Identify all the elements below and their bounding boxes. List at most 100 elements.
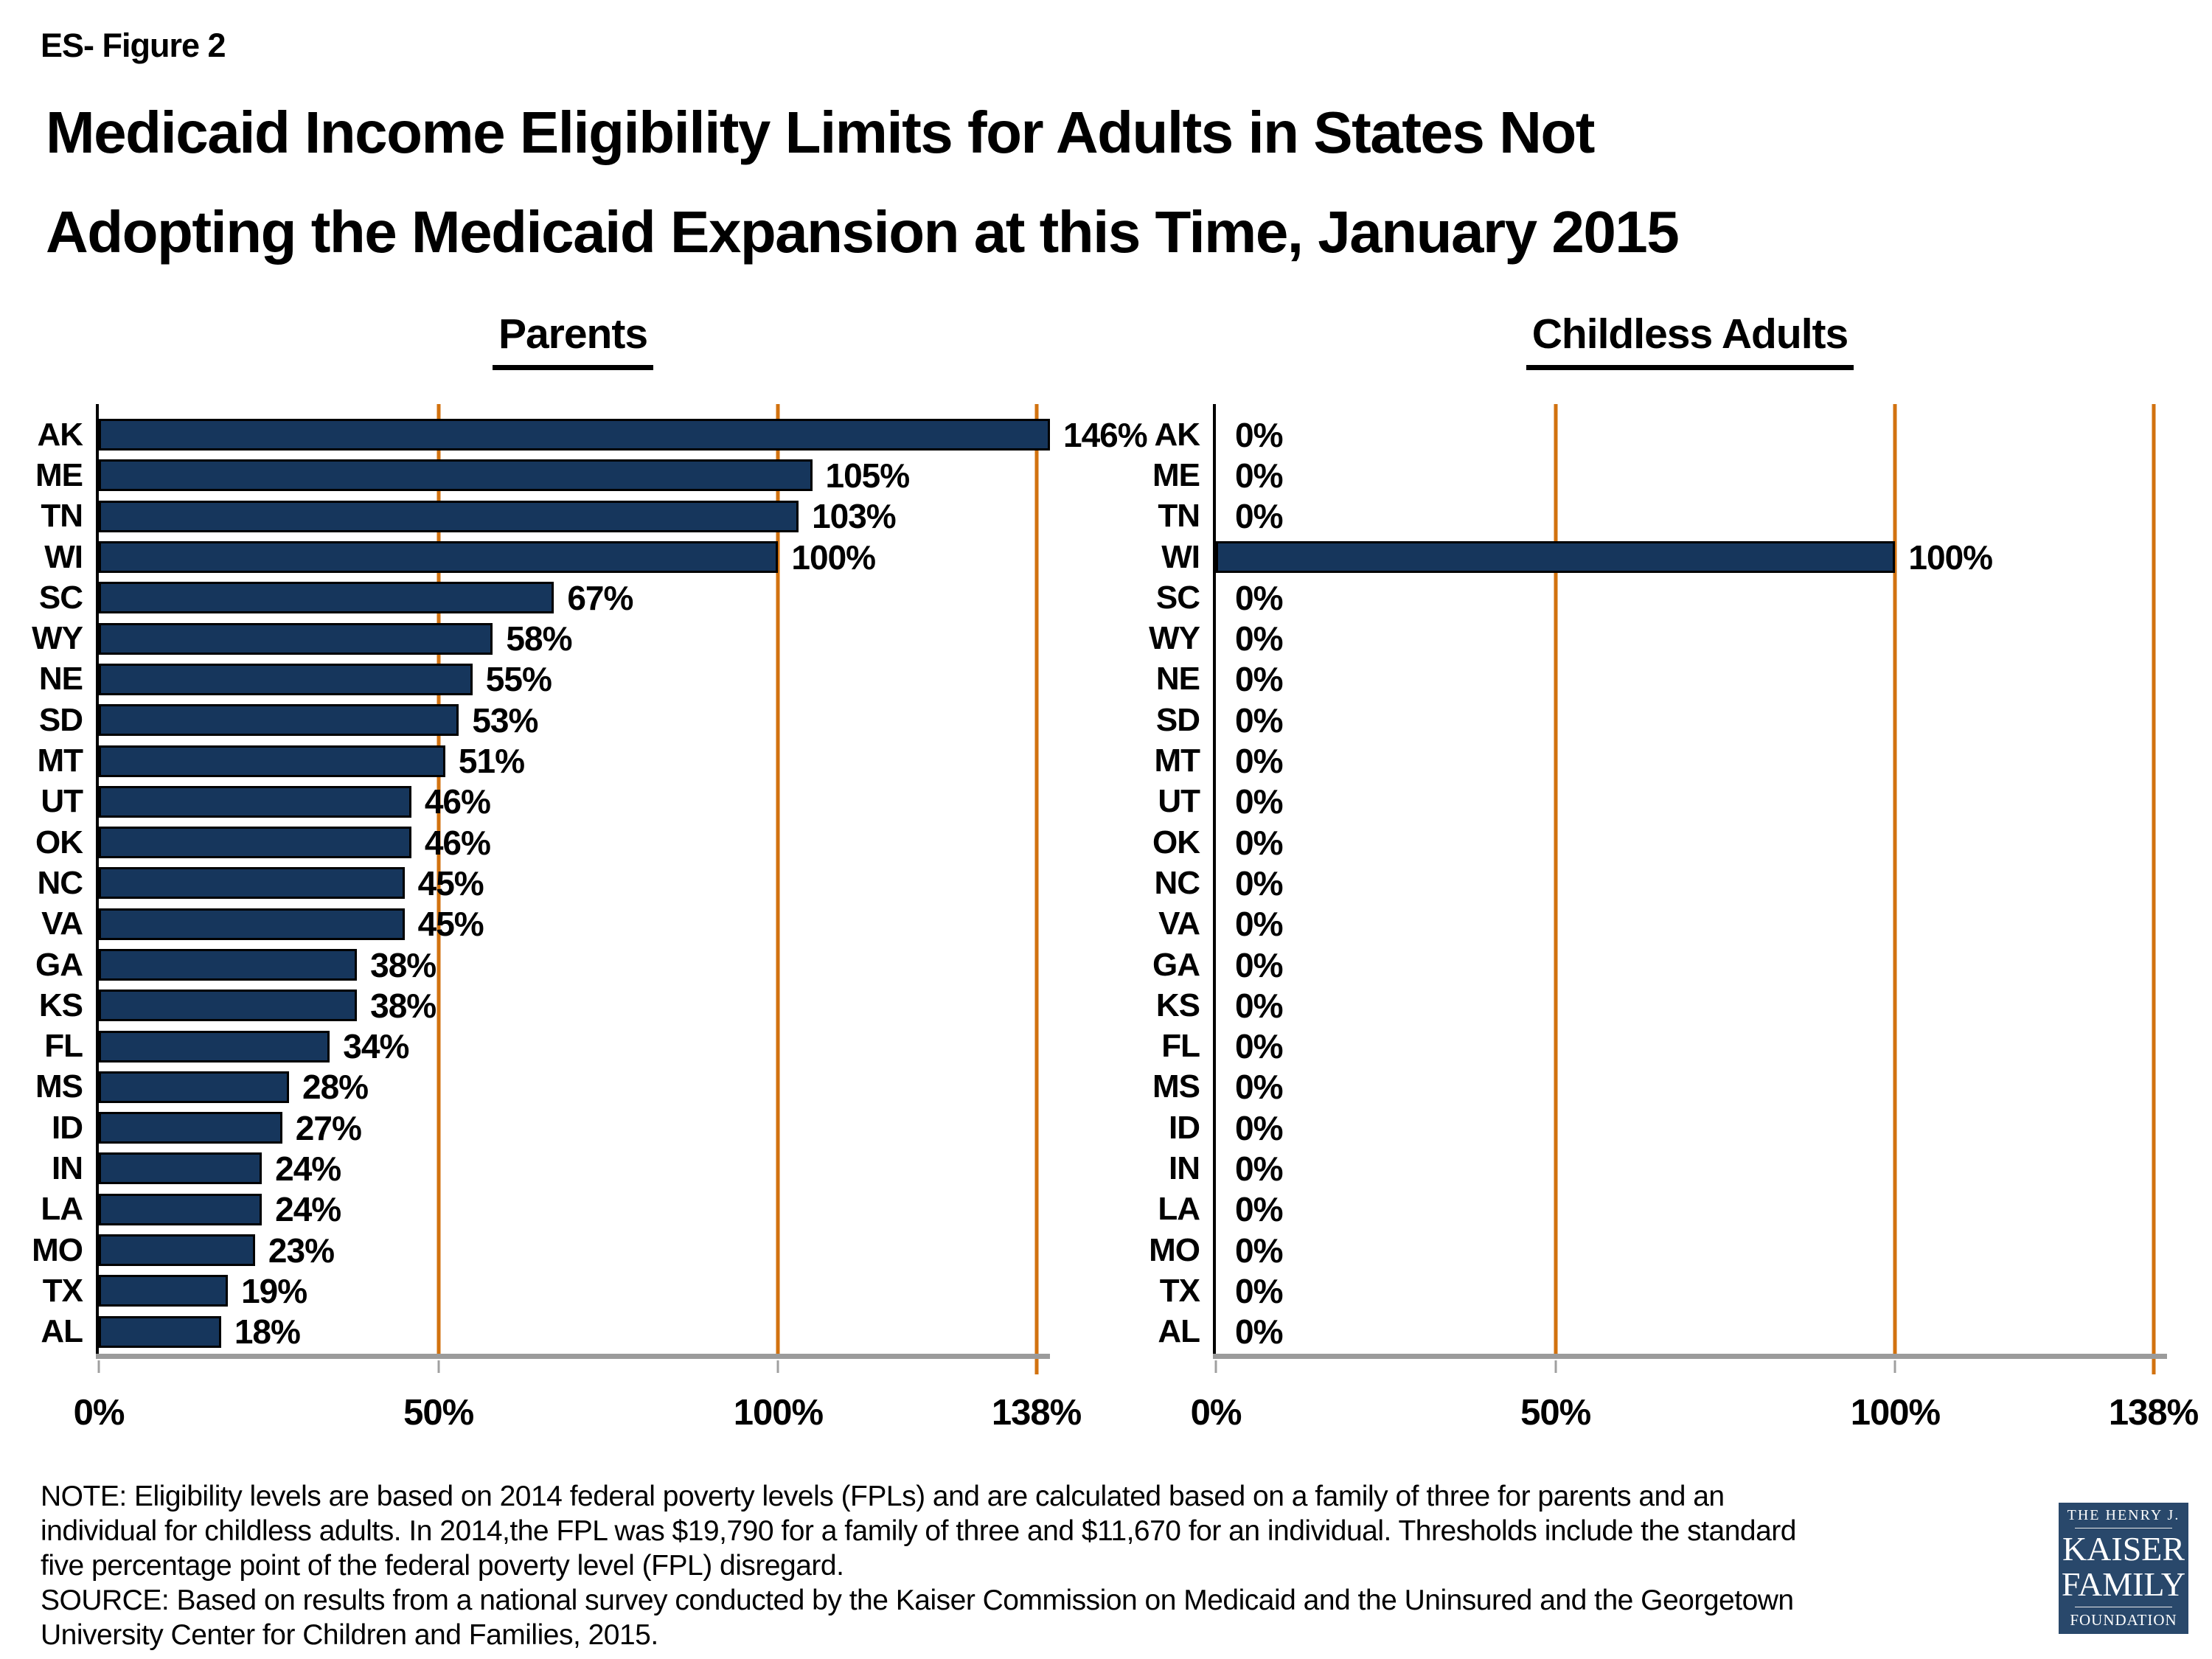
value-label-ak: 146% [1063, 415, 1148, 454]
bar-row-ut: UT 0% [1158, 782, 2167, 822]
parents-bar-rows: AK 146% ME 105% TN 103% WI 100% SC 67% WY 58% NE 55% S… [32, 404, 1148, 1357]
state-label-id: ID [52, 1109, 83, 1146]
bar-row-al: AL 18% [41, 1312, 1050, 1352]
state-label-fl: FL [44, 1028, 83, 1065]
value-label-tx: 0% [1235, 1271, 1283, 1310]
bar-row-ms: MS 28% [35, 1067, 1050, 1107]
axis-tick-label-50: 50% [1520, 1393, 1591, 1433]
bar-row-ok: OK 46% [35, 822, 1050, 863]
bar-row-ne: NE 55% [39, 659, 1050, 700]
gridline-100 [1893, 404, 1897, 1357]
value-label-mt: 51% [458, 742, 525, 781]
state-label-in: IN [52, 1150, 83, 1186]
value-label-nc: 45% [417, 863, 484, 902]
value-label-me: 0% [1235, 456, 1283, 495]
note-text: NOTE: Eligibility levels are based on 20… [41, 1481, 1796, 1582]
state-label-nc: NC [1154, 864, 1200, 901]
bar-ne [99, 663, 473, 695]
axis-tick-100 [776, 1360, 779, 1373]
value-label-in: 24% [275, 1149, 341, 1188]
value-label-wy: 0% [1235, 619, 1283, 658]
childless-chart-title-text: Childless Adults [1526, 310, 1854, 370]
bar-row-ks: KS 0% [1156, 985, 2167, 1026]
value-label-ga: 0% [1235, 945, 1283, 984]
state-label-al: AL [1158, 1313, 1200, 1350]
value-label-sc: 0% [1235, 578, 1283, 617]
bar-row-ks: KS 38% [39, 985, 1050, 1026]
gridline-50 [1554, 404, 1558, 1357]
state-label-sc: SC [38, 579, 83, 616]
value-label-tn: 103% [812, 497, 897, 536]
value-label-id: 0% [1235, 1108, 1283, 1147]
state-label-wi: WI [1161, 538, 1200, 575]
state-label-id: ID [1169, 1109, 1200, 1146]
state-label-ms: MS [1152, 1068, 1200, 1105]
value-label-ga: 38% [370, 945, 437, 984]
bar-tx [99, 1275, 229, 1307]
bar-id [99, 1112, 282, 1144]
bar-row-va: VA 45% [41, 904, 1050, 945]
state-label-mo: MO [32, 1231, 83, 1268]
value-label-mt: 0% [1235, 742, 1283, 781]
bar-nc [99, 867, 405, 900]
state-label-tx: TX [1159, 1272, 1200, 1309]
bar-sd [99, 704, 459, 737]
bar-ms [99, 1071, 289, 1103]
bar-mt [99, 745, 445, 777]
axis-tick-label-138: 138% [991, 1393, 1082, 1433]
value-label-ut: 46% [424, 782, 491, 821]
state-label-ut: UT [41, 783, 83, 820]
state-label-mo: MO [1149, 1231, 1200, 1268]
bar-ok [99, 827, 411, 859]
value-label-mo: 0% [1235, 1231, 1283, 1270]
bar-row-mt: MT 51% [37, 740, 1050, 781]
axis-tick-0 [1214, 1360, 1217, 1373]
state-label-tn: TN [1158, 498, 1200, 535]
childless-adults-chart: Childless Adults AK 0% ME 0% TN 0% WI 100% SC 0% W… [1093, 310, 2199, 1439]
bar-row-sd: SD 0% [1156, 700, 2167, 740]
state-label-nc: NC [37, 864, 83, 901]
value-label-la: 24% [275, 1190, 341, 1229]
value-label-ne: 0% [1235, 660, 1283, 699]
state-label-ks: KS [1155, 987, 1200, 1023]
value-label-ks: 38% [370, 986, 437, 1025]
value-label-va: 0% [1235, 905, 1283, 944]
bar-row-sc: SC 0% [1156, 577, 2167, 618]
axis-tick-label-0: 0% [1190, 1393, 1242, 1433]
bar-row-ak: AK 146% [37, 414, 1147, 455]
value-label-va: 45% [417, 905, 484, 944]
state-label-ks: KS [38, 987, 83, 1023]
logo-line-henry-j: THE HENRY J. [2067, 1507, 2180, 1523]
value-label-ne: 55% [485, 660, 552, 699]
state-label-va: VA [41, 905, 83, 942]
value-label-tn: 0% [1235, 497, 1283, 536]
value-label-al: 18% [234, 1312, 301, 1352]
state-label-wi: WI [44, 538, 83, 575]
value-label-wy: 58% [506, 619, 572, 658]
parents-plot-area: AK 146% ME 105% TN 103% WI 100% SC 67% WY 58% NE 55% S… [32, 404, 1148, 1374]
state-label-sc: SC [1155, 579, 1200, 616]
bar-wy [99, 622, 493, 655]
bar-me [99, 459, 813, 492]
bar-al [99, 1315, 221, 1348]
state-label-ak: AK [1154, 416, 1200, 453]
bar-row-fl: FL 0% [1161, 1026, 2167, 1066]
value-label-ak: 0% [1235, 415, 1283, 454]
bar-row-wi: WI 100% [1161, 537, 2167, 577]
state-label-ut: UT [1158, 783, 1200, 820]
gridline-138 [2152, 404, 2156, 1374]
axis-tick-label-100: 100% [733, 1393, 824, 1433]
axis-tick-0 [97, 1360, 100, 1373]
value-label-mo: 23% [268, 1231, 335, 1270]
value-label-wi: 100% [1908, 538, 1993, 577]
axis-tick-label-138: 138% [2108, 1393, 2199, 1433]
value-label-ok: 0% [1235, 823, 1283, 862]
bar-row-wy: WY 0% [1149, 618, 2167, 658]
value-label-ks: 0% [1235, 986, 1283, 1025]
bar-row-ne: NE 0% [1156, 659, 2167, 700]
page-title-line1: Medicaid Income Eligibility Limits for A… [46, 100, 1595, 165]
bar-row-tn: TN 0% [1158, 496, 2167, 537]
bar-row-mt: MT 0% [1154, 740, 2167, 781]
childless-chart-title: Childless Adults [1213, 310, 2167, 373]
state-label-ok: OK [35, 824, 83, 860]
